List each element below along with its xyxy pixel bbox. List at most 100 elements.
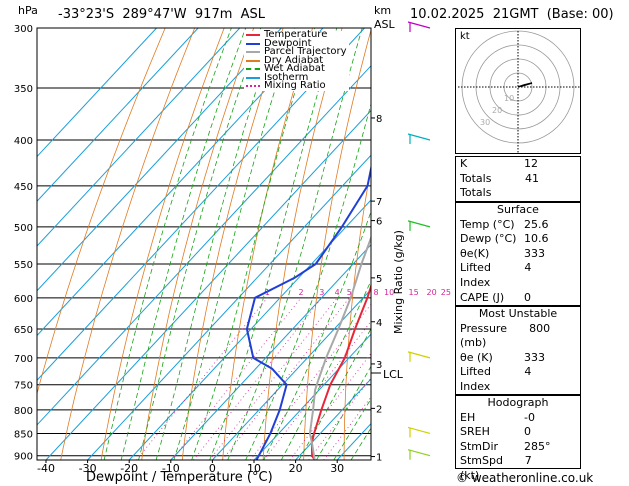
legend-item: Dry Adiabat: [246, 54, 347, 66]
km-tick-label: 5: [376, 274, 382, 285]
wet-adiabat-line: [138, 28, 262, 460]
mixing-ratio-label: 20: [427, 288, 437, 297]
pressure-tick-label: 800: [14, 406, 33, 417]
legend-label: Dry Adiabat: [264, 54, 324, 66]
dry-adiabat-line: [37, 28, 166, 396]
km-tick-label: 4: [376, 318, 382, 329]
surface-value: 10.6: [524, 232, 549, 246]
mixing-ratio-line: [323, 396, 371, 460]
plot-frame: [36, 27, 372, 461]
temperature-tick-label: -30: [79, 462, 97, 475]
surface-panel: Surface Temp (°C) 25.6 Dewp (°C) 10.6 θe(K) 3…: [455, 202, 581, 318]
most-unstable-row: Pressure (mb) 800: [456, 322, 580, 351]
surface-value: 25.6: [524, 217, 549, 231]
isotherm-line: [253, 333, 371, 460]
hodograph-index-key: StmSpd (kt): [460, 454, 503, 482]
legend-item: Mixing Ratio: [246, 80, 347, 91]
isotherm-line: [37, 28, 157, 158]
pressure-tick-label: 850: [14, 429, 33, 440]
pressure-tick-label: 550: [14, 260, 33, 271]
legend-item: Isotherm: [246, 71, 347, 83]
wind-barb: [407, 426, 431, 435]
isotherm-line: [37, 28, 241, 247]
legend-swatch: [246, 76, 260, 79]
km-tick-label: 3: [376, 360, 382, 371]
km-tick-label: 8: [376, 114, 382, 125]
location-title: -33°23'S 289°47'W 917m ASL: [58, 7, 266, 22]
wet-adiabat-line: [173, 28, 296, 460]
mixing-ratio-label: 3: [319, 288, 324, 297]
isotherm-line: [45, 109, 371, 460]
surface-value: 4: [524, 261, 532, 275]
legend-label: Isotherm: [264, 71, 309, 83]
mixing-ratio-label: 5: [347, 288, 352, 297]
hodograph-index-value: 285°: [524, 439, 551, 453]
surface-key: Temp (°C): [460, 217, 515, 231]
most-unstable-row: Lifted Index 4: [456, 365, 580, 394]
temperature-tick-label: 20: [289, 462, 303, 475]
mixing-ratio-line: [308, 376, 371, 460]
hodograph-index-key: EH: [460, 410, 476, 424]
wet-adiabat-line: [263, 210, 371, 460]
hodograph-index-row: StmSpd (kt) 7: [456, 454, 580, 483]
legend-item: Wet Adiabat: [246, 64, 347, 74]
hodograph-indices-panel: Hodograph EH -0 SREH 0 StmDir 285° StmSpd (kt)…: [455, 395, 581, 482]
mixing-ratio-line: [289, 352, 371, 460]
wind-barb: [407, 449, 431, 457]
hodograph-index-key: SREH: [460, 425, 490, 439]
mixing-ratio-label: 1: [265, 288, 270, 297]
datetime-title: 10.02.2025 21GMT (Base: 00): [410, 7, 614, 22]
pressure-tick-label: 300: [14, 24, 33, 35]
hodograph-ring-label: 20: [492, 106, 502, 115]
isotherm-line: [37, 28, 199, 203]
wet-adiabat-line: [120, 28, 247, 460]
most-unstable-value: 800: [529, 321, 551, 335]
temperature-line: [310, 283, 371, 460]
temperature-tick-label: 30: [330, 462, 344, 475]
legend-label: Parcel Trajectory: [264, 46, 347, 57]
legend-swatch: [246, 34, 260, 37]
temperature-tick-label: -10: [162, 462, 180, 475]
legend-swatch: [246, 85, 260, 88]
mixing-ratio-axis-title: Mixing Ratio (g/kg): [392, 230, 405, 334]
index-row: K 12: [456, 157, 580, 172]
pressure-tick-label: 600: [14, 294, 33, 305]
isotherm-line: [212, 288, 371, 460]
isotherm-line: [295, 378, 371, 460]
mixing-ratio-label: 4: [335, 288, 340, 297]
hodograph-ring-label: 30: [480, 118, 490, 127]
legend-label: Mixing Ratio: [264, 80, 326, 91]
dewpoint-line: [245, 163, 371, 460]
hodograph-index-value: 7: [524, 454, 532, 468]
surface-row: CAPE (J) 0: [456, 291, 580, 306]
surface-key: θe(K): [460, 246, 490, 260]
legend-item: Temperature: [246, 30, 347, 40]
isotherm-line: [87, 154, 371, 460]
mixing-ratio-label: 25: [441, 288, 451, 297]
pressure-tick-label: 750: [14, 381, 33, 392]
mixing-ratio-label: 8: [373, 288, 378, 297]
copyright: © weatheronline.co.uk: [456, 471, 594, 485]
mixing-ratio-label: 15: [409, 288, 419, 297]
legend-item: Dewpoint: [246, 37, 347, 49]
legend-label: Dewpoint: [264, 37, 312, 49]
mixing-ratio-line: [263, 320, 371, 460]
legend-swatch: [246, 68, 260, 71]
temperature-tick-label: 0: [209, 462, 216, 475]
wet-adiabat-line: [103, 28, 232, 460]
km-tick-label: 7: [376, 197, 382, 208]
mixing-ratio-line: [171, 297, 302, 460]
parcel-trajectory-line: [308, 235, 371, 460]
isotherm-line: [37, 28, 282, 292]
x-axis-title: Dewpoint / Temperature (°C): [86, 470, 273, 485]
index-row: Totals Totals 41: [456, 172, 580, 201]
km-tick-label: 1: [376, 453, 382, 464]
mixing-ratio-line: [193, 297, 323, 460]
most-unstable-key: θe (K): [460, 350, 493, 364]
index-value: 12: [524, 157, 538, 170]
hpa-label: hPa: [18, 4, 38, 17]
wind-barb: [407, 133, 431, 141]
hodograph-trace: [517, 82, 533, 88]
